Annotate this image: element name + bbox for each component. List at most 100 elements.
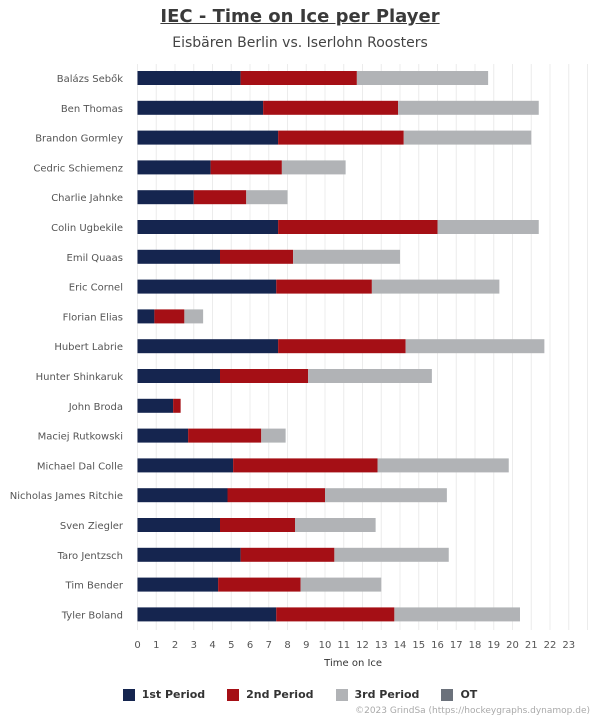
bar-segment [371,279,500,294]
legend-label-2nd-period: 2nd Period [246,688,314,701]
category-label: Charlie Jahnke [51,193,123,204]
x-tick-label: 1 [153,640,159,651]
bar-segment [137,130,279,145]
bar-segment [154,309,185,324]
bar-segment [281,160,346,175]
category-label: Maciej Rutkowski [38,432,123,443]
bar-segment [137,547,241,562]
bar-segment [137,577,219,592]
category-label: John Broda [68,402,123,413]
credit-text: ©2023 GrindSa (https://hockeygraphs.dyna… [355,706,590,716]
legend: 1st Period 2nd Period 3rd Period OT [0,688,600,701]
legend-item-ot[interactable]: OT [441,688,477,701]
x-tick-label: 17 [450,640,463,651]
bar-segment [137,488,228,503]
bar-segment [137,190,194,205]
category-label: Sven Ziegler [60,521,124,532]
bar-segment [137,369,220,383]
x-tick-label: 11 [337,640,350,651]
x-axis-label: Time on Ice [323,658,382,669]
x-tick-label: 9 [303,640,309,651]
x-tick-label: 19 [487,640,500,651]
bar-segment [220,369,309,383]
bar-segment [246,190,288,205]
bar-segment [278,130,404,145]
chart-title: IEC - Time on Ice per Player [160,6,440,27]
x-tick-label: 4 [209,640,215,651]
x-tick-label: 10 [319,640,332,651]
category-label: Brandon Gormley [35,134,123,145]
chart-subtitle: Eisbären Berlin vs. Iserlohn Roosters [172,35,428,51]
category-label: Ben Thomas [61,104,123,115]
bar-segment [334,547,449,562]
x-tick-label: 2 [172,640,178,651]
bar-segment [227,488,325,503]
bar-segment [184,309,204,324]
legend-item-2nd-period[interactable]: 2nd Period [227,688,314,701]
bar-segment [263,100,399,115]
bar-segment [405,339,545,354]
category-label: Tyler Boland [61,610,123,621]
bar-segment [356,71,489,85]
bar-segment [377,458,509,473]
x-tick-label: 13 [375,640,388,651]
bar-segment [137,160,211,175]
bar-segment [295,518,376,532]
bar-segment [137,518,220,532]
legend-swatch-ot [441,688,454,701]
bar-segment [240,71,357,85]
legend-item-3rd-period[interactable]: 3rd Period [335,688,420,701]
x-tick-label: 16 [431,640,444,651]
bar-segment [398,100,539,115]
bar-segment [240,547,335,562]
bar-segment [218,577,301,592]
bar-segment [137,398,174,413]
category-label: Balázs Sebők [57,73,123,85]
x-tick-label: 14 [394,640,407,651]
category-label: Nicholas James Ritchie [10,491,123,502]
bar-segment [300,577,382,592]
bar-segment [220,249,294,264]
bar-segment [325,488,447,503]
x-tick-label: 7 [266,640,272,651]
bar-segment [137,339,279,354]
bar-segment [403,130,532,145]
bar-segment [278,339,406,354]
bar-segment [137,607,277,622]
x-tick-label: 21 [525,640,538,651]
bar-segment [210,160,282,175]
bar-segment [437,220,539,234]
bar-segment [220,518,295,532]
legend-label-3rd-period: 3rd Period [354,688,420,701]
bar-segment [193,190,247,205]
x-tick-label: 18 [469,640,482,651]
category-label: Taro Jentzsch [57,551,123,562]
bar-segment [308,369,432,383]
bar-segment [137,458,234,473]
x-tick-label: 15 [412,640,425,651]
x-tick-label: 3 [191,640,197,651]
bar-segment [188,428,262,443]
category-label: Emil Quaas [67,253,123,264]
category-label: Florian Elias [63,312,123,323]
bar-segment [137,249,220,264]
bar-segment [278,220,438,234]
bar-segment [293,249,400,264]
bar-segment [137,100,264,115]
legend-label-1st-period: 1st Period [141,688,206,701]
legend-swatch-2nd-period [227,688,240,701]
bar-segment [173,398,181,413]
x-tick-label: 8 [284,640,290,651]
bar-segment [137,71,241,85]
bar-segment [261,428,286,443]
bar-segment [394,607,520,622]
category-label: Hunter Shinkaruk [36,372,124,383]
bar-segment [233,458,378,473]
category-label: Michael Dal Colle [37,461,123,472]
legend-swatch-1st-period [122,688,135,701]
category-label: Cedric Schiemenz [33,163,123,174]
category-label: Hubert Labrie [54,342,123,353]
stacked-bar-chart: 0 1 2 3 4 5 6 7 8 9 10 11 12 13 14 15 16 17 18 19 20 21 22 23Ti… [10,64,588,669]
category-label: Colin Ugbekile [51,223,123,234]
legend-item-1st-period[interactable]: 1st Period [122,688,206,701]
